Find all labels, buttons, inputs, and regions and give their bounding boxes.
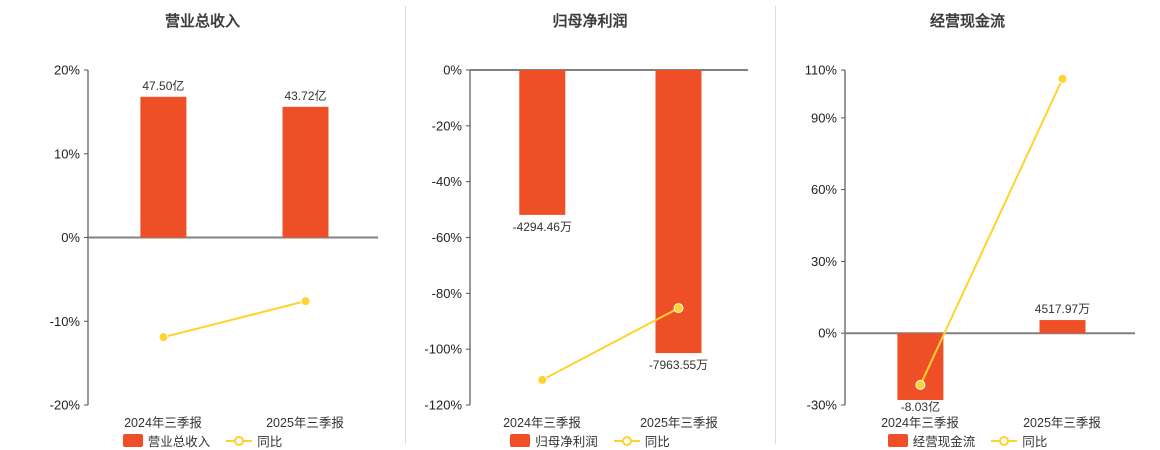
legend: 归母净利润 同比 <box>405 431 775 450</box>
y-tick-label: 0% <box>443 63 462 78</box>
bar-value-label: -7963.55万 <box>649 358 708 372</box>
chart-panel-cash-flow: 经营现金流 110% 90% 60% 30% 0% -30% -8.03亿 4517.97万 … <box>775 0 1160 450</box>
bar-value-label: 47.50亿 <box>142 78 184 93</box>
y-tick-label: -120% <box>424 398 462 413</box>
line-point <box>158 332 169 343</box>
x-axis-label: 2024年三季报 <box>124 416 202 430</box>
line-point <box>673 303 684 314</box>
y-tick-label: 0% <box>818 326 837 341</box>
bar <box>519 70 566 215</box>
legend-bar-label: 经营现金流 <box>912 435 976 449</box>
legend: 营业总收入 同比 <box>0 431 405 450</box>
legend-bar-label: 营业总收入 <box>147 435 211 449</box>
y-tick-label: -100% <box>424 342 462 357</box>
yoy-line <box>163 300 306 339</box>
bar <box>897 333 944 400</box>
legend-line-label: 同比 <box>257 435 283 449</box>
bar-swatch-icon <box>510 434 531 447</box>
x-axis-label: 2024年三季报 <box>881 416 959 430</box>
cash-flow-plot: 110% 90% 60% 30% 0% -30% -8.03亿 4517.97万 <box>805 63 1135 414</box>
bar-swatch-icon <box>887 434 908 447</box>
bar <box>282 106 329 238</box>
y-tick-label: -40% <box>432 174 463 189</box>
bar-value-label: -8.03亿 <box>901 399 940 414</box>
line-point <box>915 379 926 390</box>
line-point <box>300 296 311 307</box>
legend-bar-label: 归母净利润 <box>535 435 598 449</box>
y-tick-label: 30% <box>811 254 837 269</box>
bar-value-label: 43.72亿 <box>284 88 326 103</box>
net-profit-plot: 0% -20% -40% -60% -80% -100% -120% -4294.46万 -79… <box>424 63 748 413</box>
line-marker-icon <box>226 434 253 447</box>
chart-title: 经营现金流 <box>929 13 1005 30</box>
x-axis-label: 2025年三季报 <box>1023 416 1101 430</box>
bar <box>1039 320 1086 334</box>
legend-item-bar[interactable]: 营业总收入 <box>122 431 211 450</box>
y-tick-label: -80% <box>432 286 463 301</box>
legend: 经营现金流 同比 <box>775 431 1160 450</box>
y-tick-label: -60% <box>432 230 463 245</box>
line-point <box>537 374 548 385</box>
legend-line-label: 同比 <box>1022 435 1048 449</box>
chart-title: 归母净利润 <box>552 13 628 30</box>
bar-value-label: 4517.97万 <box>1035 302 1090 316</box>
legend-item-bar[interactable]: 经营现金流 <box>887 431 976 450</box>
y-tick-label: 20% <box>54 63 80 78</box>
y-tick-label: 0% <box>61 230 80 245</box>
x-axis-label: 2025年三季报 <box>640 416 718 430</box>
legend-item-bar[interactable]: 归母净利润 <box>510 431 598 450</box>
y-tick-label: 60% <box>811 182 837 197</box>
bar-value-label: -4294.46万 <box>513 220 572 234</box>
y-tick-label: -20% <box>432 118 463 133</box>
y-tick-label: -30% <box>807 398 838 413</box>
chart-title: 营业总收入 <box>164 13 240 30</box>
legend-line-label: 同比 <box>644 435 670 449</box>
bar-swatch-icon <box>122 434 143 447</box>
panel-divider <box>405 6 406 444</box>
revenue-plot: 20% 10% 0% -10% -20% 47.50亿 43.72亿 <box>50 63 378 413</box>
chart-panel-net-profit: 归母净利润 0% -20% -40% -60% -80% -100% -120% -4294.… <box>405 0 775 450</box>
y-tick-label: -20% <box>50 398 81 413</box>
line-marker-icon <box>613 434 640 447</box>
y-tick-label: 10% <box>54 146 80 161</box>
yoy-line <box>919 78 1064 386</box>
panel-divider <box>775 6 776 444</box>
bar <box>140 96 187 238</box>
line-marker-icon <box>991 434 1018 447</box>
x-axis-label: 2024年三季报 <box>503 416 581 430</box>
legend-item-line[interactable]: 同比 <box>613 431 670 450</box>
line-point <box>1057 73 1068 84</box>
legend-item-line[interactable]: 同比 <box>991 431 1047 450</box>
yoy-line <box>541 307 679 381</box>
y-tick-label: 110% <box>805 63 838 78</box>
legend-item-line[interactable]: 同比 <box>226 431 282 450</box>
y-tick-label: -10% <box>50 314 81 329</box>
chart-panel-revenue: 营业总收入 20% 10% 0% -10% -20% 47.50亿 43.72亿 2024年… <box>0 0 405 450</box>
x-axis-label: 2025年三季报 <box>266 416 344 430</box>
y-tick-label: 90% <box>811 110 837 125</box>
